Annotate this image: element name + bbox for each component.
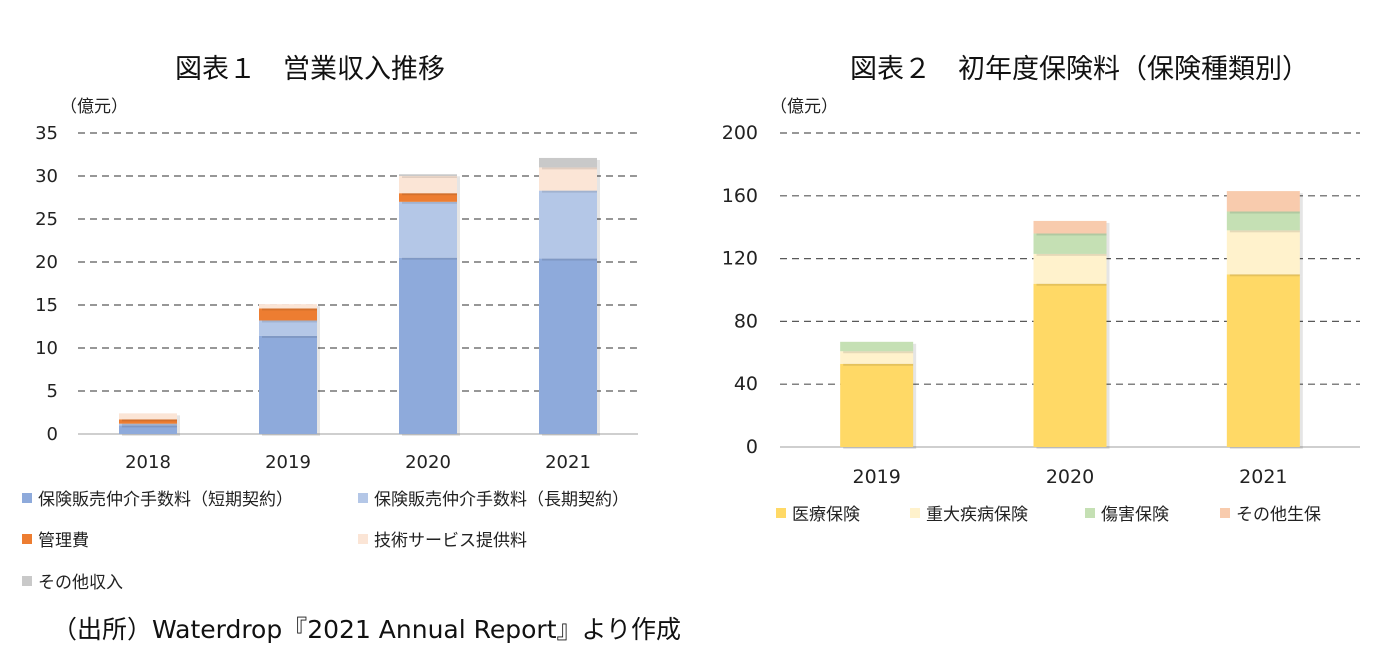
bar-segment xyxy=(259,304,317,309)
x-tick-label: 2020 xyxy=(1046,466,1094,488)
legend-item: 医療保険 xyxy=(776,500,860,525)
y-tick-label: 10 xyxy=(35,338,58,359)
bar-segment xyxy=(1226,230,1300,275)
bar-segment xyxy=(539,190,597,259)
chart-plot: 0 5 10 15 20 25 30 35 2018 2019 2020 2021 xyxy=(35,123,638,473)
legend-swatch xyxy=(22,575,32,586)
legend-label: 傷害保険 xyxy=(1101,505,1169,525)
bar-segment xyxy=(1033,233,1107,254)
bar-segment xyxy=(539,157,597,168)
legend-item: 技術サービス提供料 xyxy=(358,526,527,551)
bar-shadow xyxy=(402,176,460,178)
legend-swatch xyxy=(1085,507,1095,518)
chart-title: 図表２ 初年度保険料（保険種類別） xyxy=(850,54,1309,85)
y-tick-label: 120 xyxy=(722,248,758,270)
legend-swatch xyxy=(22,533,32,544)
legend-swatch xyxy=(358,533,368,544)
chart-panel-revenue: 図表１ 営業収入推移 （億元） 0 5 10 15 20 25 30 35 2018 2019 20… xyxy=(0,0,690,669)
bar-segment xyxy=(840,341,914,352)
legend-item: 重大疾病保険 xyxy=(910,500,1028,525)
legend-label: 管理費 xyxy=(38,531,89,551)
y-tick-label: 30 xyxy=(35,166,58,187)
bar-segment xyxy=(1226,211,1300,231)
legend-label: その他生保 xyxy=(1236,505,1321,525)
y-tick-label: 40 xyxy=(734,373,758,395)
y-tick-label: 25 xyxy=(35,209,58,230)
y-axis-unit: （億元） xyxy=(60,97,128,117)
bar-segment xyxy=(119,419,177,424)
bar-segment xyxy=(840,351,914,364)
x-tick-label: 2018 xyxy=(125,452,171,473)
legend-item: その他生保 xyxy=(1220,500,1321,525)
y-tick-label: 5 xyxy=(47,381,58,402)
legend-label: その他収入 xyxy=(38,573,123,593)
bar-segment xyxy=(119,413,177,420)
bar-segment xyxy=(840,363,914,447)
y-tick-label: 0 xyxy=(47,424,58,445)
legend-label: 重大疾病保険 xyxy=(926,505,1028,525)
bar-segment xyxy=(399,176,457,194)
chart-plot: 0 40 80 120 160 200 2019 2020 2021 xyxy=(722,122,1360,488)
bar-segment xyxy=(539,167,597,191)
bar-segment xyxy=(1226,191,1300,212)
y-tick-label: 15 xyxy=(35,295,58,316)
chart-title: 図表１ 営業収入推移 xyxy=(175,54,445,85)
bar-segment xyxy=(119,425,177,434)
legend-swatch xyxy=(22,492,32,503)
legend-item: 傷害保険 xyxy=(1085,500,1169,525)
x-tick-label: 2020 xyxy=(405,452,451,473)
y-tick-label: 80 xyxy=(734,310,758,332)
legend-label: 技術サービス提供料 xyxy=(374,531,527,551)
chart-panel-premiums: 図表２ 初年度保険料（保険種類別） （億元） 0 40 80 120 160 200 201… xyxy=(700,0,1390,669)
bar-segment xyxy=(119,423,177,426)
bar-segment xyxy=(259,308,317,321)
legend-item: その他収入 xyxy=(22,568,123,593)
x-tick-label: 2021 xyxy=(1239,466,1287,488)
bar-segment xyxy=(1033,220,1107,234)
y-tick-label: 0 xyxy=(746,436,758,458)
bar-segment xyxy=(399,193,457,202)
bar-shadow xyxy=(122,425,180,428)
legend-item: 保険販売仲介手数料（短期契約） xyxy=(22,485,293,510)
y-tick-label: 20 xyxy=(35,252,58,273)
legend-swatch xyxy=(1220,507,1230,518)
legend-label: 保険販売仲介手数料（長期契約） xyxy=(374,490,629,510)
source-note: （出所）Waterdrop『2021 Annual Report』より作成 xyxy=(52,615,682,644)
legend-item: 保険販売仲介手数料（長期契約） xyxy=(358,485,629,510)
bar-segment xyxy=(399,257,457,434)
x-tick-label: 2019 xyxy=(852,466,900,488)
bar-segment xyxy=(539,258,597,434)
y-tick-label: 35 xyxy=(35,123,58,144)
legend-label: 医療保険 xyxy=(792,505,860,525)
y-tick-label: 160 xyxy=(722,185,758,207)
legend-swatch xyxy=(358,492,368,503)
legend-item: 管理費 xyxy=(22,526,89,551)
bar-segment xyxy=(399,174,457,176)
x-tick-label: 2019 xyxy=(265,452,311,473)
legend-label: 保険販売仲介手数料（短期契約） xyxy=(38,490,293,510)
bar-segment xyxy=(1226,274,1300,447)
bar-segment xyxy=(399,201,457,258)
bar-segment xyxy=(1033,253,1107,284)
legend-swatch xyxy=(776,507,786,518)
legend-swatch xyxy=(910,507,920,518)
x-tick-label: 2021 xyxy=(545,452,591,473)
y-tick-label: 200 xyxy=(722,122,758,144)
y-axis-unit: （億元） xyxy=(770,97,838,117)
bar-segment xyxy=(259,320,317,336)
bar-segment xyxy=(1033,283,1107,447)
bar-segment xyxy=(259,335,317,434)
